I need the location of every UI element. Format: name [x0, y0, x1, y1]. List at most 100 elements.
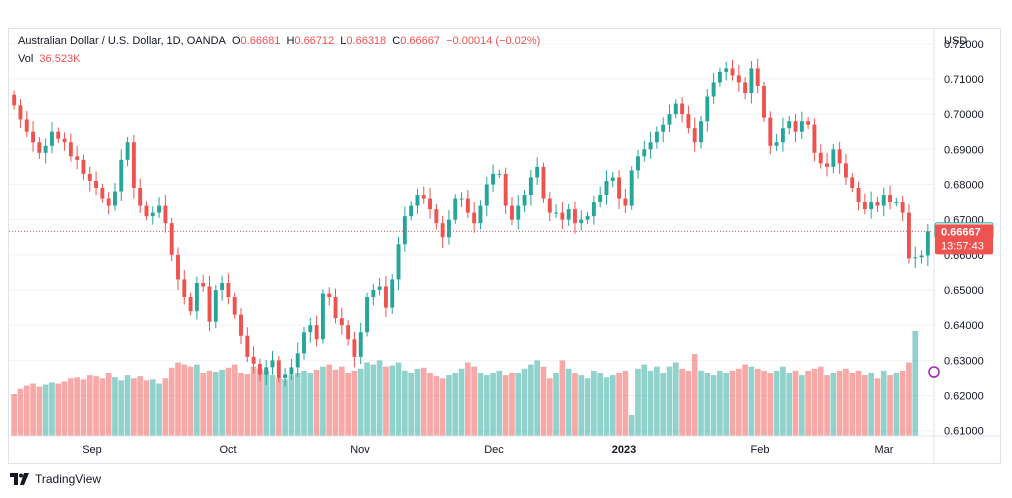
volume-bar: [194, 364, 200, 436]
candle-body: [497, 173, 502, 175]
volume-bar: [874, 378, 881, 436]
candle-body: [390, 279, 395, 308]
volume-bar: [93, 376, 99, 436]
price-tick-label: 0.69000: [944, 144, 984, 156]
candle-body: [257, 363, 262, 375]
candle-body: [686, 114, 691, 129]
candle-body: [881, 195, 886, 206]
candle-body: [825, 163, 829, 167]
candle-body: [913, 257, 918, 259]
volume-bar: [672, 362, 679, 436]
candle-body: [131, 142, 136, 188]
candle-body: [661, 124, 666, 132]
candle-body: [516, 205, 521, 220]
volume-bar: [912, 331, 919, 436]
volume-bar: [36, 386, 43, 436]
volume-bar: [427, 373, 433, 436]
candle-body: [150, 212, 155, 217]
volume-bar: [843, 368, 849, 436]
volume-bar: [320, 366, 326, 436]
volume-bar: [446, 375, 452, 436]
candle-body: [547, 198, 552, 213]
candle-body: [239, 314, 243, 336]
volume-bar: [250, 366, 257, 436]
candle-body: [906, 212, 911, 259]
volume-bar: [641, 364, 648, 436]
volume-bar: [402, 370, 408, 436]
candle-body: [560, 212, 565, 220]
candle-body: [37, 142, 42, 153]
price-tick-label: 0.71000: [944, 74, 984, 86]
candle-body: [667, 114, 672, 125]
candle-body: [604, 180, 609, 196]
volume-bar: [729, 370, 736, 436]
price-tick-label: 0.62000: [944, 391, 984, 403]
close-value: 0.66667: [400, 35, 441, 47]
volume-bar: [483, 375, 490, 436]
volume-bar: [685, 370, 692, 436]
volume-bar: [647, 370, 654, 436]
candle-body: [421, 195, 426, 199]
volume-bar: [717, 370, 723, 436]
candle-body: [188, 297, 193, 312]
candle-body: [453, 198, 458, 220]
candle-body: [446, 219, 451, 238]
volume-bar: [149, 379, 156, 436]
last-price-box: [935, 224, 993, 255]
candle-body: [409, 205, 414, 217]
candle-body: [623, 198, 628, 206]
candle-body: [75, 156, 80, 160]
candle-body: [402, 216, 407, 245]
volume-bar: [628, 415, 635, 436]
candle-body: [415, 195, 420, 206]
candle-body: [585, 216, 590, 220]
time-axis: Sep Oct Nov Dec 2023 Feb Mar: [8, 435, 1001, 456]
volume-bar: [748, 366, 755, 436]
candle-body: [856, 187, 861, 203]
candle-body: [579, 219, 584, 224]
candle-body: [465, 198, 470, 213]
candle-body: [875, 202, 880, 206]
candle-body: [50, 131, 54, 146]
candle-body: [472, 212, 477, 224]
volume-bar: [609, 375, 616, 436]
candle-body: [730, 68, 735, 76]
candle-body: [566, 209, 571, 220]
volume-bar: [553, 373, 559, 436]
candle-body: [144, 205, 149, 217]
tradingview-icon: [10, 473, 29, 485]
volume-bar: [187, 366, 194, 436]
volume-bar: [528, 364, 534, 436]
candle-body: [308, 325, 313, 333]
candle-body: [62, 138, 67, 143]
volume-bar: [206, 370, 213, 436]
time-tick-label: Oct: [219, 444, 236, 456]
volume-bar: [887, 375, 893, 436]
candle-body: [843, 163, 848, 178]
volume-bar: [282, 379, 288, 436]
volume-bar: [691, 354, 698, 436]
volume-bar: [275, 378, 282, 436]
volume-bar: [49, 382, 55, 436]
volume-bar: [546, 378, 553, 436]
volume-bar: [326, 364, 333, 436]
time-tick-label: Dec: [484, 444, 504, 456]
candle-body: [213, 290, 218, 322]
volume-bar: [307, 373, 314, 436]
candle-body: [276, 360, 281, 378]
candle-body: [787, 121, 792, 129]
candle-body: [251, 356, 256, 364]
volume-bar: [118, 380, 125, 436]
high-value: 0.66712: [294, 35, 335, 47]
candle-body: [793, 121, 798, 132]
price-tick-label: 0.64000: [944, 320, 984, 332]
candle-body: [327, 293, 332, 298]
volume-bar: [181, 364, 188, 436]
volume-bar: [30, 383, 36, 436]
change-value: −0.00014 (−0.02%): [446, 35, 541, 47]
tradingview-logo[interactable]: TradingView: [10, 472, 101, 486]
price-tick-label: 0.72000: [944, 39, 984, 51]
candle-body: [289, 367, 294, 375]
volume-bar: [244, 374, 251, 436]
